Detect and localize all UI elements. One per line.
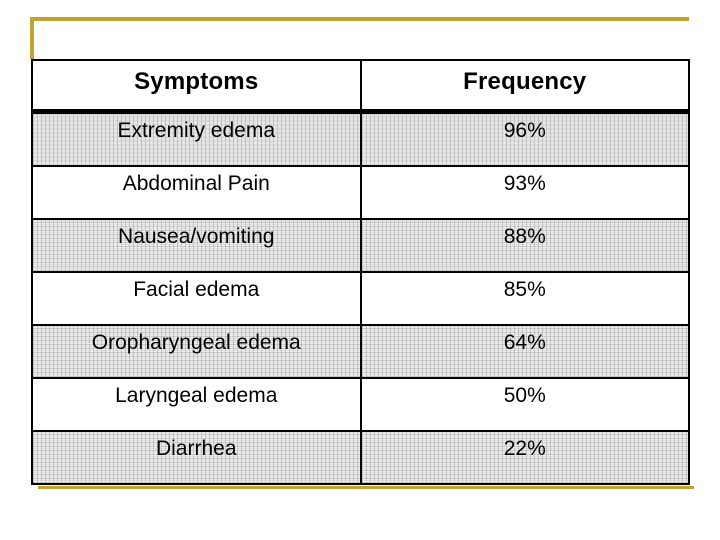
table-row: Extremity edema 96% bbox=[31, 110, 690, 167]
symptom-cell: Abdominal Pain bbox=[31, 165, 362, 220]
header-row: Symptoms Frequency bbox=[31, 59, 690, 114]
frequency-cell: 64% bbox=[359, 324, 690, 379]
table-row: Diarrhea 22% bbox=[31, 430, 690, 485]
symptom-cell: Nausea/vomiting bbox=[31, 218, 362, 273]
frequency-cell: 96% bbox=[359, 110, 690, 167]
symptom-cell: Oropharyngeal edema bbox=[31, 324, 362, 379]
symptom-cell: Diarrhea bbox=[31, 430, 362, 485]
frequency-cell: 85% bbox=[359, 271, 690, 326]
table-row: Abdominal Pain 93% bbox=[31, 165, 690, 220]
top-accent-line bbox=[30, 17, 689, 21]
frequency-cell: 88% bbox=[359, 218, 690, 273]
column-header-frequency: Frequency bbox=[359, 59, 690, 114]
frequency-cell: 22% bbox=[359, 430, 690, 485]
symptom-cell: Extremity edema bbox=[31, 110, 362, 167]
table-row: Laryngeal edema 50% bbox=[31, 377, 690, 432]
symptom-cell: Laryngeal edema bbox=[31, 377, 362, 432]
symptom-cell: Facial edema bbox=[31, 271, 362, 326]
frequency-cell: 50% bbox=[359, 377, 690, 432]
symptoms-frequency-table: Symptoms Frequency Extremity edema 96% A… bbox=[31, 59, 690, 485]
column-header-symptoms: Symptoms bbox=[31, 59, 362, 114]
frequency-cell: 93% bbox=[359, 165, 690, 220]
left-accent-line bbox=[30, 17, 34, 59]
table-row: Nausea/vomiting 88% bbox=[31, 218, 690, 273]
bottom-accent-line bbox=[38, 486, 694, 489]
table-row: Facial edema 85% bbox=[31, 271, 690, 326]
table-row: Oropharyngeal edema 64% bbox=[31, 324, 690, 379]
